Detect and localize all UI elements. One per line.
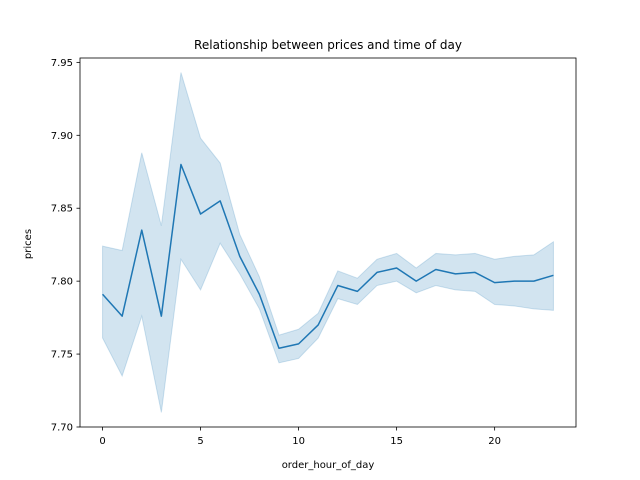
x-axis-label: order_hour_of_day — [282, 460, 375, 471]
x-tick-label: 5 — [197, 436, 203, 447]
y-tick-label: 7.75 — [51, 350, 73, 361]
confidence-band — [102, 72, 554, 413]
x-tick-label: 10 — [292, 436, 305, 447]
y-tick-label: 7.95 — [51, 58, 73, 69]
y-tick-label: 7.85 — [51, 204, 73, 215]
y-tick-label: 7.90 — [51, 131, 73, 142]
chart-title: Relationship between prices and time of … — [194, 38, 462, 52]
y-tick-label: 7.70 — [51, 423, 73, 434]
x-tick-label: 15 — [390, 436, 403, 447]
y-axis-label: prices — [23, 229, 34, 259]
axes-frame — [79, 57, 577, 428]
x-tick-label: 0 — [99, 436, 105, 447]
series-line-prices — [101, 163, 554, 349]
plot-area: 0 5 10 15 20 7.70 7.75 7.80 7.85 7.90 7.95 — [51, 57, 577, 447]
y-tick-label: 7.80 — [51, 277, 73, 288]
x-tick-label: 20 — [488, 436, 501, 447]
